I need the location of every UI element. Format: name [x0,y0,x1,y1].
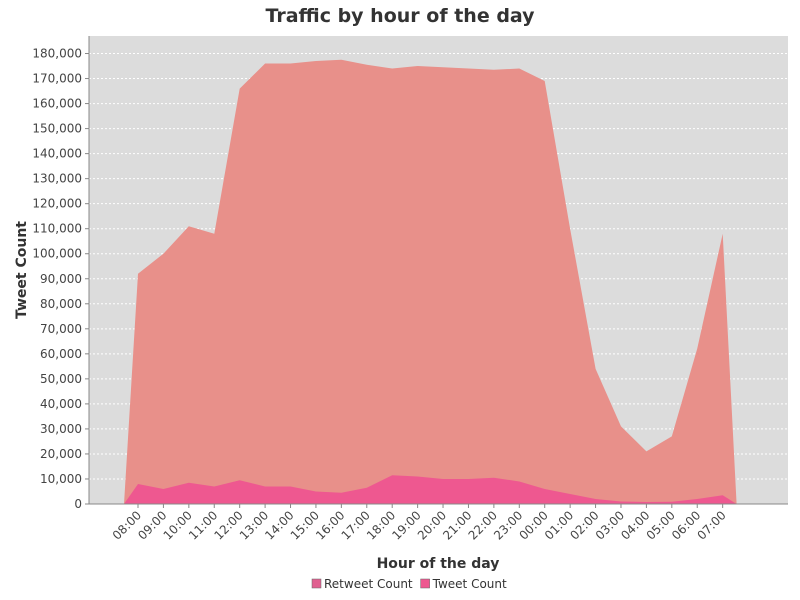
y-tick-label: 150,000 [32,122,82,136]
y-tick-label: 170,000 [32,72,82,86]
legend: Retweet Count Tweet Count [311,577,507,591]
x-tick-label: 07:00 [694,508,728,542]
x-axis-title: Hour of the day [377,556,500,572]
y-tick-label: 30,000 [40,422,82,436]
y-tick-label: 10,000 [40,472,82,486]
y-tick-label: 0 [74,497,82,511]
y-tick-label: 100,000 [32,247,82,261]
legend-label: Tweet Count [432,577,507,591]
y-tick-label: 140,000 [32,147,82,161]
y-tick-label: 90,000 [40,272,82,286]
legend-swatch [311,578,322,589]
y-axis: 0 10,000 20,000 30,000 40,000 50,000 60,000 70,… [32,36,90,511]
y-tick-label: 40,000 [40,397,82,411]
y-tick-label: 160,000 [32,97,82,111]
y-tick-label: 180,000 [32,47,82,61]
x-axis: 08:0009:0010:0011:0012:0013:0014:0015:00… [89,503,788,543]
y-tick-label: 70,000 [40,322,82,336]
y-tick-label: 60,000 [40,347,82,361]
y-axis-title: Tweet Count [14,221,30,319]
y-tick-label: 80,000 [40,297,82,311]
y-tick-label: 50,000 [40,372,82,386]
area-retweet-count [124,59,737,505]
y-tick-label: 130,000 [32,172,82,186]
legend-swatch [420,578,430,589]
series-areas [124,59,737,505]
legend-label: Retweet Count [324,577,413,591]
y-tick-label: 120,000 [32,197,82,211]
area-tweet-count [124,475,737,504]
y-tick-label: 20,000 [40,447,82,461]
y-tick-label: 110,000 [32,222,82,236]
chart-title: Traffic by hour of the day [265,5,535,27]
